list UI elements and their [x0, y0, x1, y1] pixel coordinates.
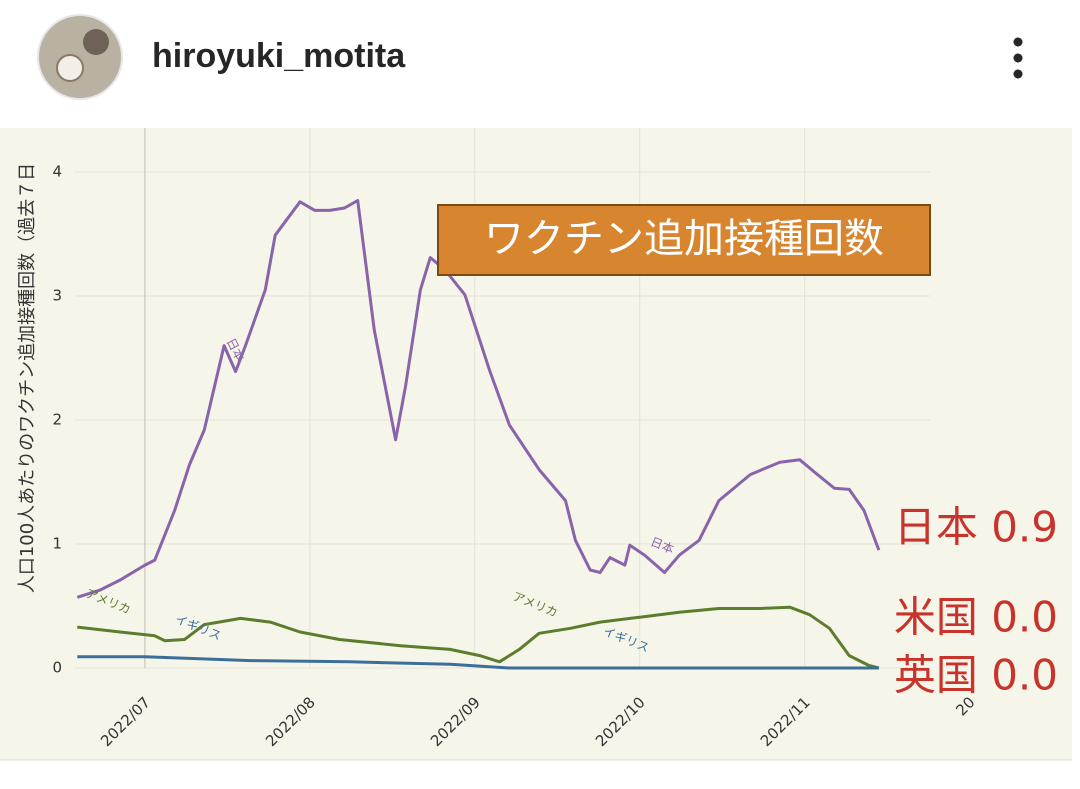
- username[interactable]: hiroyuki_motita: [152, 37, 406, 75]
- y-tick-label: 4: [52, 163, 62, 181]
- title-box: [437, 204, 931, 276]
- avatar-detail: [56, 54, 84, 82]
- avatar-detail: [83, 29, 109, 55]
- more-menu[interactable]: [1013, 37, 1023, 79]
- y-tick-label: 2: [52, 411, 62, 429]
- y-tick-label: 3: [52, 287, 62, 305]
- y-axis-label: 人口100人あたりのワクチン追加接種回数（過去７日: [17, 163, 38, 593]
- series-line: [76, 199, 881, 599]
- avatar[interactable]: [37, 14, 123, 100]
- end-label: 英国 0.0: [894, 651, 1058, 700]
- menu-dot: [1013, 37, 1023, 47]
- menu-dot: [1013, 53, 1023, 63]
- chart-title: ワクチン追加接種回数: [484, 216, 884, 262]
- end-label: 日本 0.9: [894, 503, 1058, 552]
- y-tick-label: 1: [52, 535, 62, 553]
- series-line: [77, 605, 880, 670]
- end-label: 米国 0.0: [894, 593, 1058, 642]
- menu-dot: [1013, 69, 1023, 79]
- series-line: [77, 655, 879, 670]
- y-tick-label: 0: [52, 659, 62, 677]
